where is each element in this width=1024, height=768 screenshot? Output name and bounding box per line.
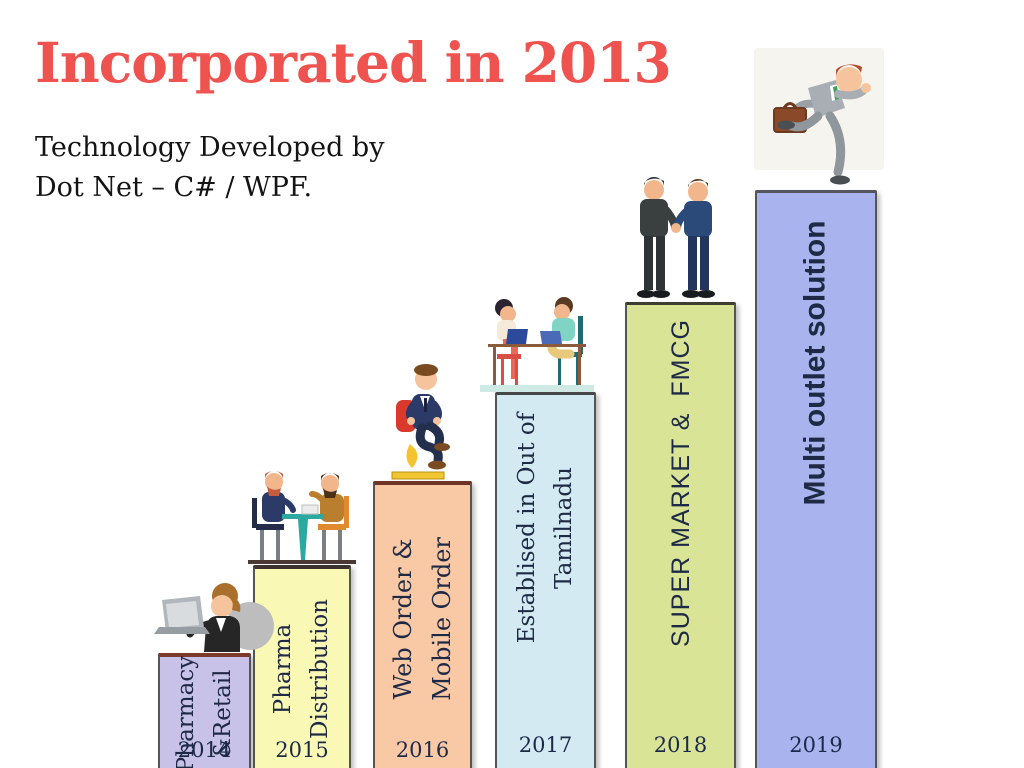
timeline-bar-2015: Pharma Distribution 2015 bbox=[253, 565, 351, 768]
year-label-2014: 2014 bbox=[177, 738, 232, 762]
year-label-2015: 2015 bbox=[275, 738, 329, 762]
woman-working-on-laptop-illustration bbox=[154, 583, 274, 652]
year-label-2017: 2017 bbox=[518, 733, 573, 757]
bar-label-2017: Establised in Out of Tamilnadu bbox=[513, 412, 577, 644]
two-men-meeting-illustration bbox=[248, 471, 356, 564]
bar-label-2018: SUPER MARKET & FMCG bbox=[666, 319, 695, 647]
handshake-illustration bbox=[637, 176, 715, 298]
year-label-2019: 2019 bbox=[789, 733, 843, 757]
timeline-bar-2016: Web Order & Mobile Order 2016 bbox=[373, 481, 472, 768]
bar-label-2019: Multi outlet solution bbox=[798, 220, 832, 506]
page-title: Incorporated in 2013 bbox=[35, 30, 672, 95]
timeline-bar-2017: Establised in Out of Tamilnadu 2017 bbox=[495, 392, 596, 768]
man-with-backpack-illustration bbox=[391, 364, 450, 480]
team-at-desk-illustration bbox=[480, 297, 594, 392]
timeline-bar-2018: SUPER MARKET & FMCG 2018 bbox=[625, 302, 736, 768]
timeline-bar-2014: Pharmacy &Retail 2014 bbox=[158, 653, 251, 768]
subtitle-text: Technology Developed by Dot Net – C# / W… bbox=[35, 132, 385, 203]
running-businessman-illustration bbox=[754, 48, 884, 185]
bar-label-2016: Web Order & Mobile Order bbox=[388, 537, 456, 701]
timeline-bar-2019: Multi outlet solution 2019 bbox=[755, 190, 877, 768]
year-label-2016: 2016 bbox=[395, 738, 450, 762]
year-label-2018: 2018 bbox=[653, 733, 708, 757]
